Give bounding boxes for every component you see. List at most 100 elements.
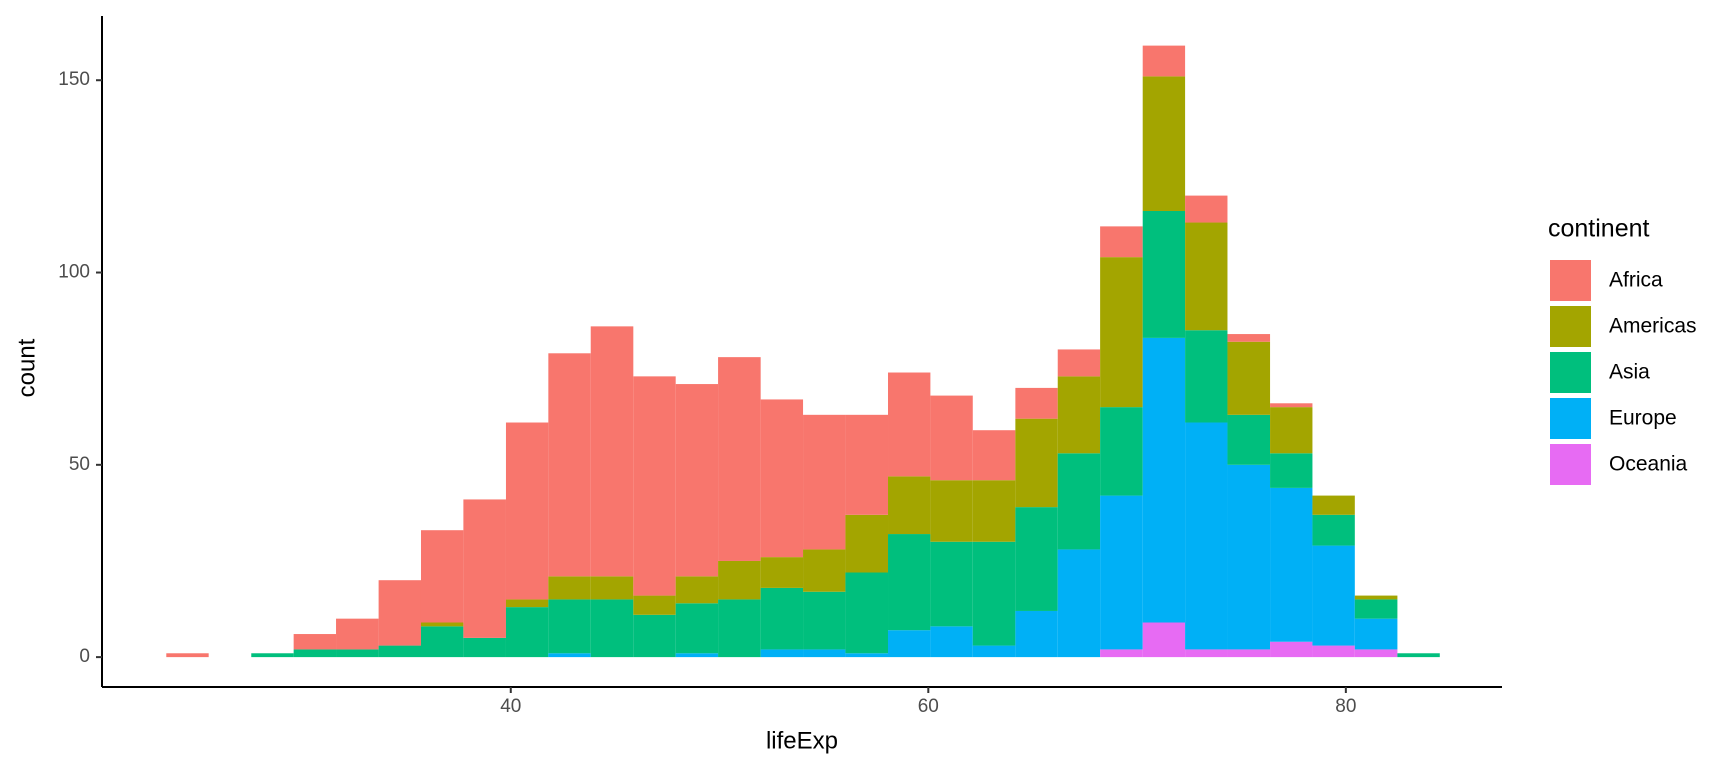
y-tick-label: 100 [58,262,90,283]
bar-segment [1312,495,1355,515]
legend-swatch [1550,444,1591,485]
bar-segment [972,645,1016,658]
legend-swatch [1550,306,1591,347]
bar-segment [251,653,294,658]
bar-segment [1015,387,1058,419]
bar-segment [1100,407,1143,496]
bar-segment [166,653,209,658]
bar-segment [505,607,549,658]
bar-segment [760,649,804,658]
x-tick-label: 40 [500,696,521,717]
bar-segment [1100,649,1143,658]
bar-segment [633,614,676,658]
x-tick-label: 80 [1335,696,1356,717]
bar-segment [1270,487,1313,642]
bar-segment [930,395,973,481]
bar-segment [888,534,931,631]
bar-segment [930,480,973,542]
bar-segment [463,499,506,638]
bar-segment [1142,45,1186,77]
bar-segment [590,326,634,577]
bar-segment [1227,341,1271,415]
bar-segment [930,626,973,658]
bar-segment [1100,257,1143,408]
x-tick-label: 60 [918,696,939,717]
bar-segment [675,603,719,654]
legend-label: Europe [1609,407,1677,430]
bar-segment [1185,330,1228,423]
bar-segment [1312,545,1355,646]
legend-swatch [1550,260,1591,301]
bar-segment [633,595,676,615]
bar-segment [1185,422,1228,650]
bar-segment [590,576,634,600]
bar-segment [1354,595,1398,600]
bar-segment [1270,407,1313,454]
bar-segment [1100,495,1143,650]
bar-segment [1227,464,1271,650]
bar-segment [972,430,1016,481]
bar-segment [1354,618,1398,650]
y-tick-label: 150 [58,69,90,90]
bar-segment [463,637,506,658]
bar-segment [420,622,464,627]
bar-segment [336,649,379,658]
bar-segment [803,649,846,658]
bar-segment [930,541,973,627]
bar-segment [1057,549,1101,658]
bar-segment [548,653,591,658]
legend-label: Africa [1609,269,1663,292]
legend-swatch [1550,398,1591,439]
bar-segment [1185,649,1228,658]
bar-segment [718,357,761,561]
y-tick-label: 0 [79,646,90,667]
bar-segment [1057,453,1101,550]
bar-segment [803,414,846,550]
bar-segment [888,372,931,477]
bar-segment [293,634,337,650]
bar-segment [1227,334,1271,342]
bar-segment [760,399,804,558]
bar-segment [718,560,761,600]
y-axis-title: count [13,338,40,397]
bar-segment [675,576,719,604]
bar-segment [633,376,676,596]
legend-label: Americas [1609,315,1697,338]
y-tick-label: 50 [69,454,90,475]
bar-segment [420,626,464,658]
bar-segment [1185,222,1228,331]
bar-segment [718,599,761,658]
bar-segment [845,514,889,573]
bar-segment [1397,653,1440,658]
bar-segment [1057,376,1101,454]
bar-segment [1227,649,1271,658]
bar-segment [1270,453,1313,488]
bar-segment [675,653,719,658]
bar-segment [1015,507,1058,611]
bar-segment [378,645,421,658]
bar-segment [548,599,591,654]
bar-segment [760,557,804,588]
bar-segment [1057,349,1101,377]
bar-segment [505,422,549,600]
bar-segment [1270,641,1313,658]
bar-segment [1100,226,1143,258]
bar-segment [1312,645,1355,658]
x-axis-title: lifeExp [766,727,838,754]
bar-segment [1015,418,1058,508]
bar-segment [845,572,889,654]
legend-label: Oceania [1609,453,1688,476]
legend-title: continent [1548,215,1650,243]
bar-segment [675,384,719,577]
bar-segment [888,630,931,658]
bar-segment [505,599,549,608]
bar-segment [972,541,1016,646]
bar-segment [548,353,591,577]
bar-segment [293,649,337,658]
legend-swatch [1550,352,1591,393]
bar-segment [845,653,889,658]
bar-segment [888,476,931,535]
bar-segment [1227,414,1271,465]
bar-segment [1142,210,1186,338]
